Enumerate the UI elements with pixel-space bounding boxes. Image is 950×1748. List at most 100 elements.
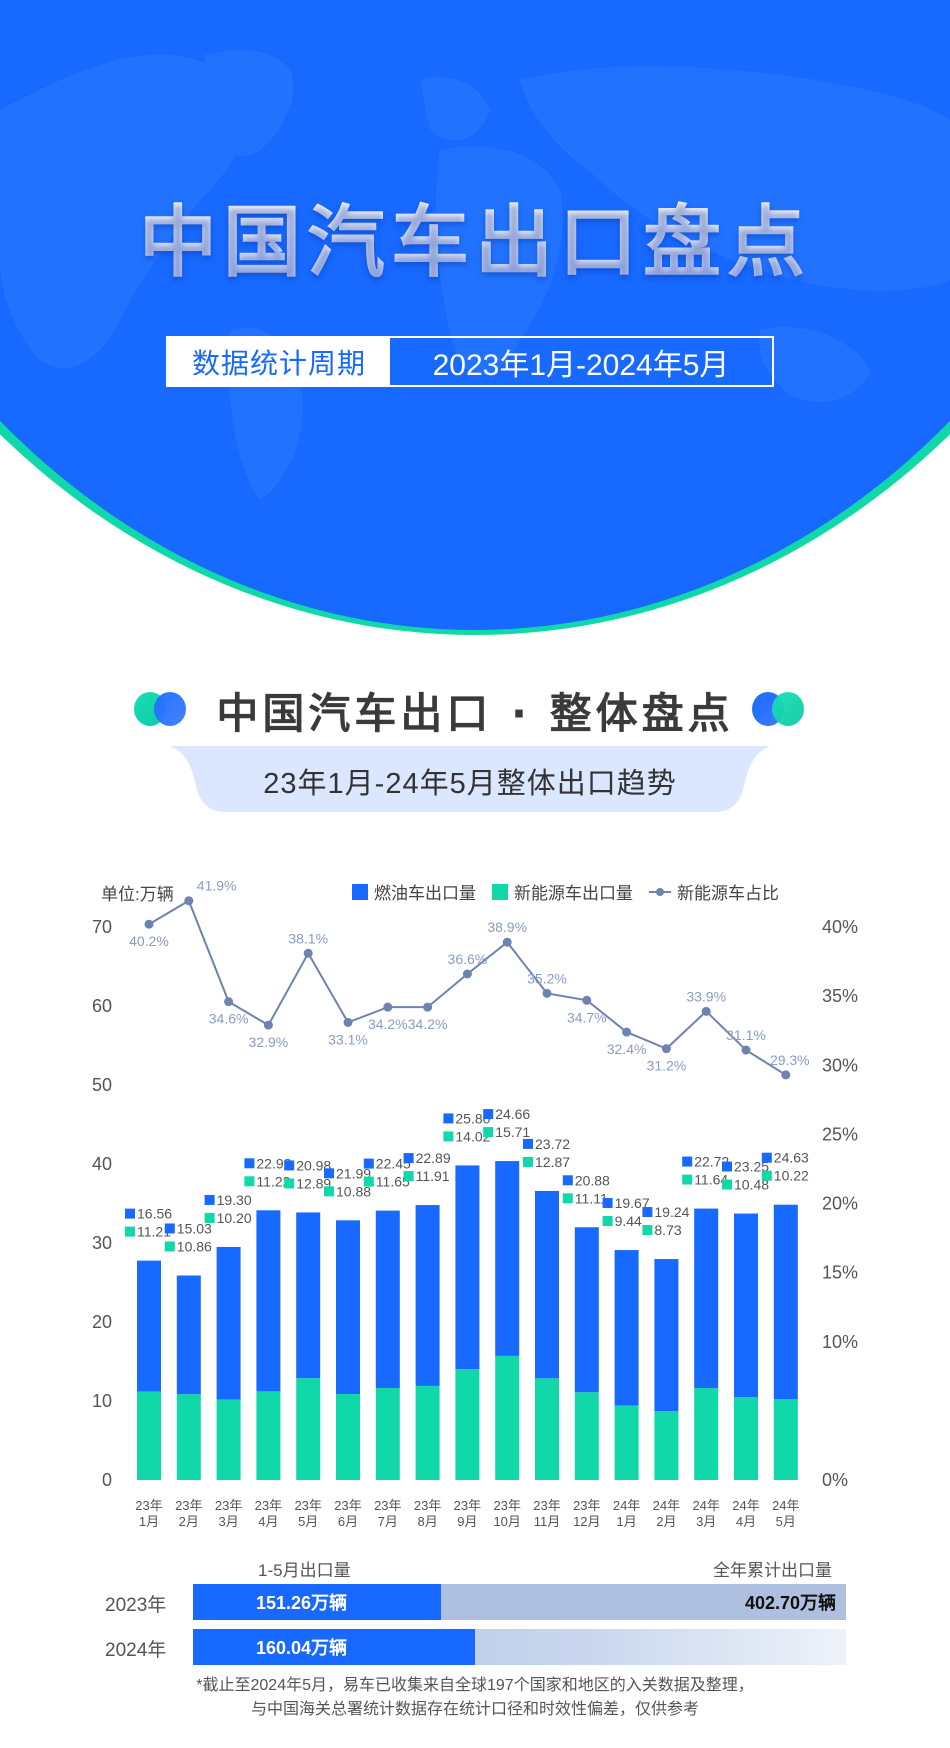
x-axis-label: 7月 [378, 1514, 398, 1529]
x-axis-label: 23年 [215, 1498, 242, 1513]
bar-label-fuel: 22.89 [416, 1150, 451, 1166]
x-axis-label: 23年 [414, 1498, 441, 1513]
share-label: 29.3% [770, 1052, 810, 1068]
bar-nev [614, 1405, 639, 1480]
share-point [303, 948, 313, 958]
x-axis-label: 3月 [696, 1514, 716, 1529]
bar-label-nev: 9.44 [615, 1213, 642, 1229]
share-label: 41.9% [197, 878, 237, 894]
bar-fuel [614, 1250, 639, 1406]
period-box: 数据统计周期 2023年1月-2024年5月 [166, 336, 774, 387]
legend-line-marker-icon [649, 887, 671, 896]
x-axis-label: 23年 [374, 1498, 401, 1513]
share-point [741, 1045, 751, 1055]
share-point [781, 1070, 791, 1080]
bar-label-fuel: 24.66 [495, 1106, 530, 1122]
bar-nev [654, 1411, 679, 1480]
y-axis-tick: 20 [92, 1312, 112, 1332]
section-subtitle-banner: 23年1月-24年5月整体出口趋势 [170, 746, 770, 812]
period-value: 2023年1月-2024年5月 [432, 348, 730, 382]
bar-fuel [734, 1213, 758, 1398]
bar-label-fuel: 19.30 [217, 1192, 252, 1208]
share-label: 33.9% [686, 988, 726, 1004]
y-right-axis-tick: 0% [822, 1470, 848, 1490]
summary-total-2023: 402.70万辆 [744, 1593, 836, 1613]
share-label: 34.7% [567, 1009, 607, 1025]
bar-nev [375, 1387, 400, 1480]
bar-label-fuel: 24.63 [774, 1150, 809, 1166]
bar-label-fuel: 25.80 [455, 1110, 490, 1126]
share-label: 38.1% [288, 930, 328, 946]
summary-bar-2024: 160.04万辆 [193, 1629, 846, 1665]
bar-fuel [654, 1259, 679, 1412]
share-label: 31.2% [647, 1058, 687, 1074]
share-label: 34.6% [209, 1011, 249, 1027]
y-right-axis-tick: 15% [822, 1263, 858, 1283]
y-right-axis-tick: 10% [822, 1332, 858, 1352]
x-axis-label: 1月 [616, 1514, 636, 1529]
bar-fuel [375, 1210, 400, 1388]
summary-bar-2023: 151.26万辆 402.70万辆 [193, 1584, 846, 1620]
bar-label-nev: 11.21 [137, 1224, 171, 1240]
share-point [622, 1027, 632, 1037]
share-point [701, 1006, 711, 1016]
x-axis-label: 3月 [218, 1514, 238, 1529]
x-axis-label: 23年 [573, 1498, 600, 1513]
chart-canvas: 0 10 20 30 40 50 60 70 0% 10% 15% 20% 25% 30% 35% 40% 16… [92, 878, 858, 1529]
legend-item-share: 新能源车占比 [649, 879, 779, 904]
share-point [184, 896, 194, 906]
y-axis-tick: 70 [92, 917, 112, 937]
x-axis-label: 5月 [776, 1514, 796, 1529]
share-label: 34.2% [368, 1016, 408, 1032]
bar-label-nev: 14.02 [455, 1128, 490, 1144]
hero-banner: 中国汽车出口盘点 数据统计周期 2023年1月-2024年5月 [0, 0, 950, 640]
legend-swatch-nev-icon [492, 883, 508, 900]
bar-nev [137, 1391, 161, 1480]
unit-label: 单位:万辆 [101, 885, 174, 904]
bar-label-nev: 11.65 [376, 1174, 410, 1190]
share-label: 40.2% [129, 933, 169, 949]
share-label: 32.4% [607, 1041, 647, 1057]
bar-nev [773, 1399, 798, 1480]
share-point [263, 1020, 273, 1030]
bar-nev [415, 1385, 440, 1480]
footnote-line-2: 与中国海关总署统计数据存在统计口径和时效性偏差，仅供参考 [250, 1701, 699, 1718]
bar-nev [216, 1399, 241, 1480]
x-axis-label: 23年 [334, 1498, 361, 1513]
share-label: 33.1% [328, 1031, 368, 1047]
period-label: 数据统计周期 [168, 338, 390, 385]
bar-label-nev: 12.87 [535, 1154, 570, 1170]
y-right-axis-tick: 25% [822, 1124, 858, 1144]
bar-label-fuel: 20.98 [296, 1157, 331, 1173]
bar-fuel [574, 1227, 599, 1393]
summary-ytd-2023: 151.26万辆 [193, 1584, 441, 1620]
footnote: *截止至2024年5月，易车已收集来自全球197个国家和地区的入关数据及整理， … [0, 1674, 950, 1722]
chart-legend: 燃油车出口量 新能源车出口量 新能源车占比 [352, 879, 795, 904]
x-axis-label: 24年 [692, 1498, 719, 1513]
y-right-axis-tick: 35% [822, 986, 858, 1006]
legend-label-nev: 新能源车出口量 [514, 884, 633, 903]
section-title: 中国汽车出口 · 整体盘点 [216, 689, 734, 738]
x-axis-label: 24年 [653, 1498, 680, 1513]
bar-nev [296, 1378, 321, 1480]
bar-label-fuel: 20.88 [575, 1172, 610, 1188]
bar-label-fuel: 16.56 [137, 1206, 172, 1222]
bar-fuel [336, 1220, 360, 1395]
y-axis-tick: 0 [102, 1470, 112, 1490]
y-right-axis-tick: 20% [822, 1194, 858, 1214]
y-axis-tick: 60 [92, 996, 112, 1016]
x-axis-label: 9月 [457, 1514, 477, 1529]
bar-label-nev: 15.71 [495, 1124, 530, 1140]
x-axis-label: 11月 [534, 1514, 561, 1529]
x-axis-label: 5月 [298, 1514, 318, 1529]
decor-dots-left-icon [134, 692, 190, 726]
world-map-icon [0, 50, 950, 500]
legend-swatch-fuel-icon [352, 883, 368, 900]
bar-nev [336, 1394, 360, 1480]
bar-nev [256, 1391, 281, 1480]
summary-year-2023: 2023年 [105, 1595, 167, 1616]
legend-label-share: 新能源车占比 [677, 884, 779, 903]
x-axis-label: 23年 [493, 1498, 520, 1513]
x-axis-label: 23年 [294, 1498, 321, 1513]
export-trend-chart: 0 10 20 30 40 50 60 70 0% 10% 15% 20% 25% 30% 35% 40% 16… [0, 860, 950, 1540]
